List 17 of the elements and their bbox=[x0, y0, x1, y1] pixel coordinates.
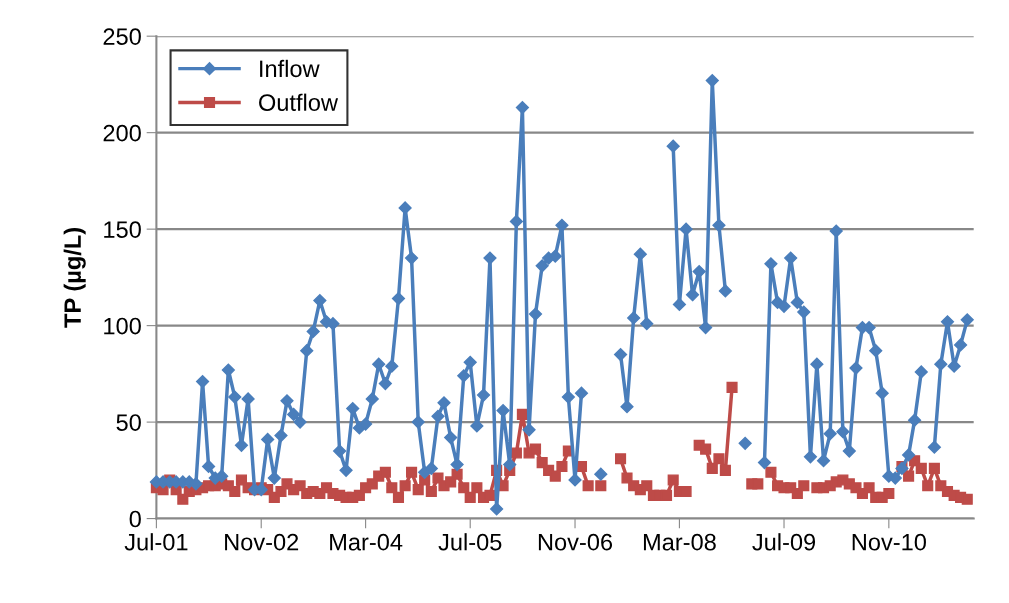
y-tick-label: 150 bbox=[104, 221, 141, 238]
y-tick-label: 50 bbox=[116, 414, 141, 431]
legend-label: Inflow bbox=[260, 59, 320, 78]
x-tick-label: Nov-02 bbox=[225, 533, 299, 551]
y-axis-title: TP (µg/L) bbox=[63, 228, 86, 328]
x-tick-label: Jul-09 bbox=[752, 533, 816, 551]
x-tick-label: Nov-06 bbox=[538, 533, 613, 551]
x-tick-label: Nov-10 bbox=[852, 533, 926, 551]
legend-label: Outflow bbox=[259, 93, 339, 111]
y-tick-label: 0 bbox=[129, 510, 141, 528]
x-tick-label: Jul-05 bbox=[438, 533, 502, 551]
y-tick-label: 100 bbox=[104, 317, 141, 335]
x-tick-label: Mar-04 bbox=[330, 533, 403, 551]
y-tick-label: 250 bbox=[103, 28, 141, 45]
y-tick-label: 200 bbox=[103, 124, 141, 142]
x-tick-label: Jul-01 bbox=[124, 533, 188, 551]
x-tick-label: Mar-08 bbox=[643, 533, 716, 551]
